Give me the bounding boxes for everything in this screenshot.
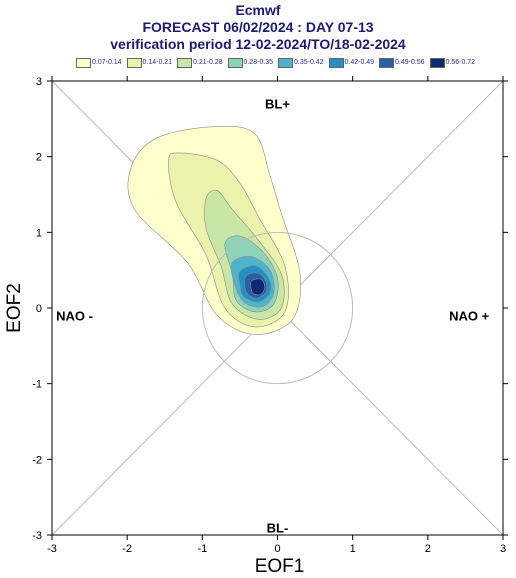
chart-title-line3: verification period 12-02-2024/TO/18-02-…: [110, 36, 406, 52]
x-tick-label: -3: [47, 543, 57, 555]
contour-band: [250, 278, 266, 296]
reference-circle: [201, 231, 354, 385]
legend-label: 0.42-0.49: [344, 59, 375, 66]
legend-swatch: [227, 58, 243, 68]
legend-label: 0.07-0.14: [92, 59, 122, 66]
legend-label: 0.56-0.72: [445, 59, 476, 66]
y-tick-label: 2: [36, 152, 42, 164]
chart-title-line2: FORECAST 06/02/2024 : DAY 07-13: [142, 19, 374, 35]
y-tick-label: -2: [32, 454, 42, 466]
y-tick-label: 0: [36, 303, 42, 315]
legend-label: 0.49-0.56: [395, 59, 425, 66]
x-tick-label: 1: [350, 543, 356, 555]
regime-label-nao-minus: NAO -: [56, 309, 93, 324]
y-axis-title: EOF2: [4, 283, 25, 333]
y-tick-label: 1: [36, 227, 42, 239]
x-tick-label: -1: [197, 543, 207, 555]
x-tick-label: 2: [425, 543, 431, 555]
legend-swatch: [76, 58, 91, 68]
y-tick-label: -3: [32, 530, 42, 542]
x-axis-title: EOF1: [255, 556, 305, 577]
y-tick-label: 3: [36, 76, 42, 88]
legend-label: 0.21-0.28: [193, 59, 223, 66]
regime-label-bl-minus: BL-: [267, 520, 289, 535]
legend-swatch: [126, 58, 142, 68]
legend-swatch: [278, 58, 293, 68]
x-tick-label: 0: [274, 543, 280, 555]
regime-label-bl-plus: BL+: [265, 97, 290, 112]
y-tick-label: -1: [32, 379, 42, 391]
legend-label: 0.14-0.21: [142, 59, 173, 66]
legend-swatch: [328, 58, 344, 68]
x-tick-label: -2: [122, 543, 132, 555]
legend-label: 0.35-0.42: [294, 59, 324, 66]
chart-title-line1: Ecmwf: [235, 2, 281, 18]
legend-label: 0.28-0.35: [243, 59, 274, 66]
regime-label-nao-plus: NAO +: [449, 309, 490, 324]
legend-swatch: [429, 58, 445, 68]
legend-swatch: [379, 58, 394, 68]
legend-swatch: [177, 58, 192, 68]
x-tick-label: 3: [500, 543, 506, 555]
